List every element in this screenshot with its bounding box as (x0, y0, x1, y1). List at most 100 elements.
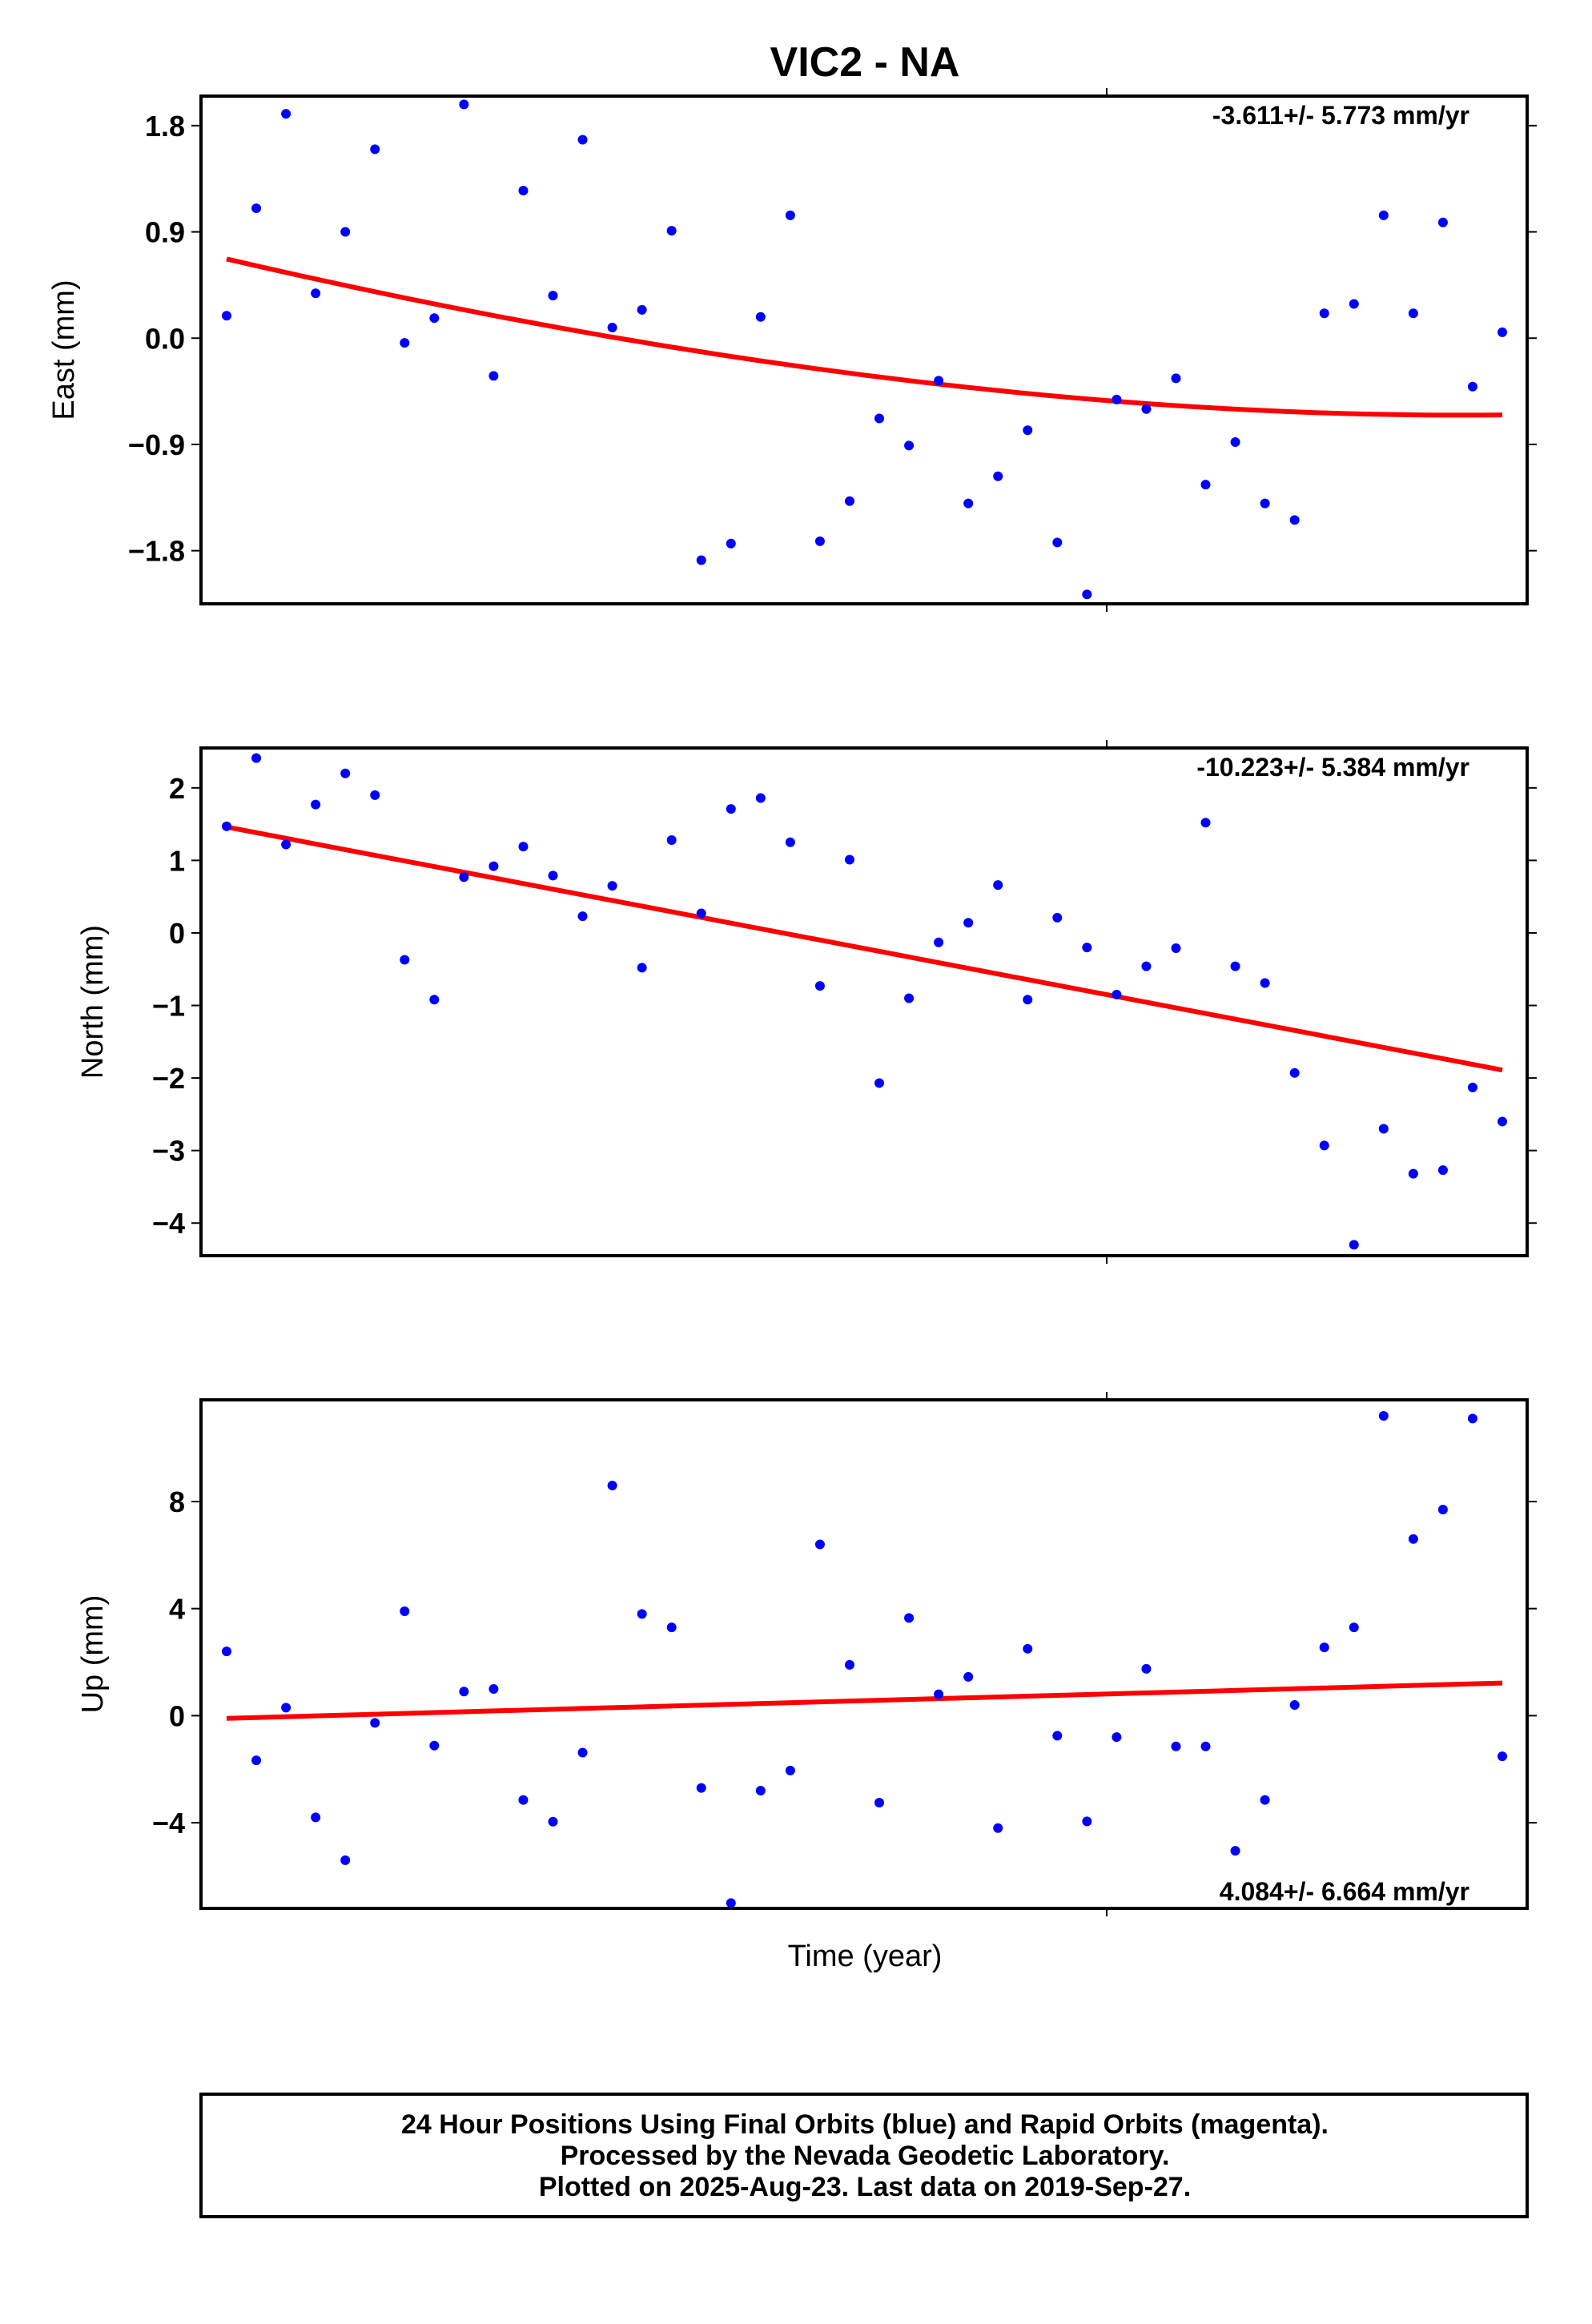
north-plot-frame (199, 746, 1529, 1257)
east-plot-frame (199, 94, 1529, 605)
up-data-point (755, 1785, 766, 1795)
up-data-point (1141, 1663, 1152, 1674)
up-plot-frame (199, 1398, 1529, 1910)
east-y-tick-label: 0.9 (145, 216, 185, 249)
up-data-point (963, 1671, 974, 1682)
north-data-point (577, 911, 588, 922)
north-data-point (1052, 912, 1063, 923)
north-data-point (785, 837, 795, 847)
east-data-point (844, 496, 854, 506)
north-y-tick-label: −3 (152, 1135, 185, 1168)
up-data-point (1112, 1732, 1122, 1743)
east-data-point (1378, 210, 1389, 220)
north-y-axis-label: North (mm) (76, 925, 110, 1079)
north-data-point (1498, 1116, 1507, 1127)
north-data-point (400, 955, 410, 965)
east-data-point (666, 226, 677, 236)
east-data-point (400, 338, 410, 348)
up-fit-line (226, 1680, 1503, 1721)
up-data-point (993, 1823, 1003, 1833)
north-data-point (1319, 1140, 1329, 1151)
east-data-point (755, 312, 766, 322)
footer-line-3: Plotted on 2025-Aug-23. Last data on 201… (539, 2172, 1191, 2202)
up-data-point (222, 1647, 231, 1657)
north-data-point (281, 839, 291, 850)
up-data-point (488, 1683, 499, 1694)
up-data-point (1230, 1846, 1240, 1856)
up-y-tick-label: −4 (152, 1807, 185, 1839)
east-data-point (251, 203, 262, 214)
east-data-point (637, 304, 647, 315)
up-data-point (785, 1765, 795, 1775)
north-y-tick-label: 2 (169, 772, 185, 805)
east-data-point (1082, 589, 1092, 600)
north-data-point (1408, 1168, 1418, 1179)
footer-box: 24 Hour Positions Using Final Orbits (bl… (199, 2093, 1529, 2218)
north-data-point (1230, 961, 1240, 971)
up-data-point (577, 1747, 588, 1758)
east-data-point (1112, 394, 1122, 404)
north-data-point (1200, 818, 1211, 828)
east-data-point (904, 440, 915, 451)
east-data-point (1023, 425, 1033, 436)
north-data-point (755, 793, 766, 803)
east-data-point (1260, 498, 1270, 509)
up-data-point (1082, 1816, 1092, 1827)
north-data-point (518, 842, 529, 852)
north-data-point (993, 880, 1003, 891)
east-y-tick-label: −1.8 (128, 535, 185, 568)
east-data-point (311, 288, 321, 299)
up-data-point (1498, 1751, 1507, 1762)
north-rate-annotation: -10.223+/- 5.384 mm/yr (1196, 753, 1469, 782)
east-data-point (1230, 437, 1240, 448)
up-data-point (666, 1622, 677, 1633)
east-data-point (1289, 515, 1300, 525)
north-data-point (874, 1078, 885, 1088)
up-data-point (844, 1659, 854, 1670)
east-data-point (488, 371, 499, 381)
north-data-point (726, 804, 736, 814)
north-y-tick-label: −2 (152, 1062, 185, 1095)
up-data-point (340, 1855, 351, 1865)
up-data-point (696, 1783, 706, 1793)
up-y-tick-label: 0 (169, 1699, 185, 1732)
up-data-point (904, 1613, 915, 1623)
up-data-point (726, 1898, 736, 1908)
up-data-point (400, 1606, 410, 1617)
east-data-point (281, 109, 291, 119)
east-data-point (785, 210, 795, 220)
north-data-point (429, 995, 440, 1005)
north-data-point (1378, 1124, 1389, 1134)
east-data-point (340, 227, 351, 237)
up-data-point (1467, 1413, 1477, 1424)
east-data-point (548, 291, 558, 301)
north-y-tick-label: 1 (169, 844, 185, 877)
up-data-point (370, 1718, 380, 1728)
up-data-point (1289, 1700, 1300, 1710)
north-fit-line (226, 824, 1503, 1073)
east-data-point (607, 322, 617, 332)
up-panel: −4 0 4 8 Up (mm) 4.084+/- 6.664 mm/yr (76, 1392, 1537, 1916)
north-data-point (904, 993, 915, 1003)
north-data-point (222, 821, 231, 831)
north-y-tick-label: 0 (169, 917, 185, 950)
north-data-point (1260, 978, 1270, 988)
east-data-point (429, 313, 440, 324)
up-data-point (1023, 1643, 1033, 1654)
north-data-point (1467, 1082, 1477, 1092)
north-data-point (963, 918, 974, 928)
north-data-point (548, 870, 558, 881)
up-data-point (1378, 1411, 1389, 1421)
up-data-point (1319, 1642, 1329, 1653)
up-data-point (518, 1795, 529, 1805)
north-data-point (370, 790, 380, 800)
north-data-point (1112, 989, 1122, 999)
north-y-tick-label: −4 (152, 1207, 185, 1240)
east-data-point (1052, 537, 1063, 548)
north-data-point (488, 861, 499, 871)
east-data-point (459, 99, 469, 110)
east-data-point (1171, 373, 1181, 384)
north-y-tick-label: −1 (152, 990, 185, 1023)
north-data-point (1349, 1240, 1359, 1250)
